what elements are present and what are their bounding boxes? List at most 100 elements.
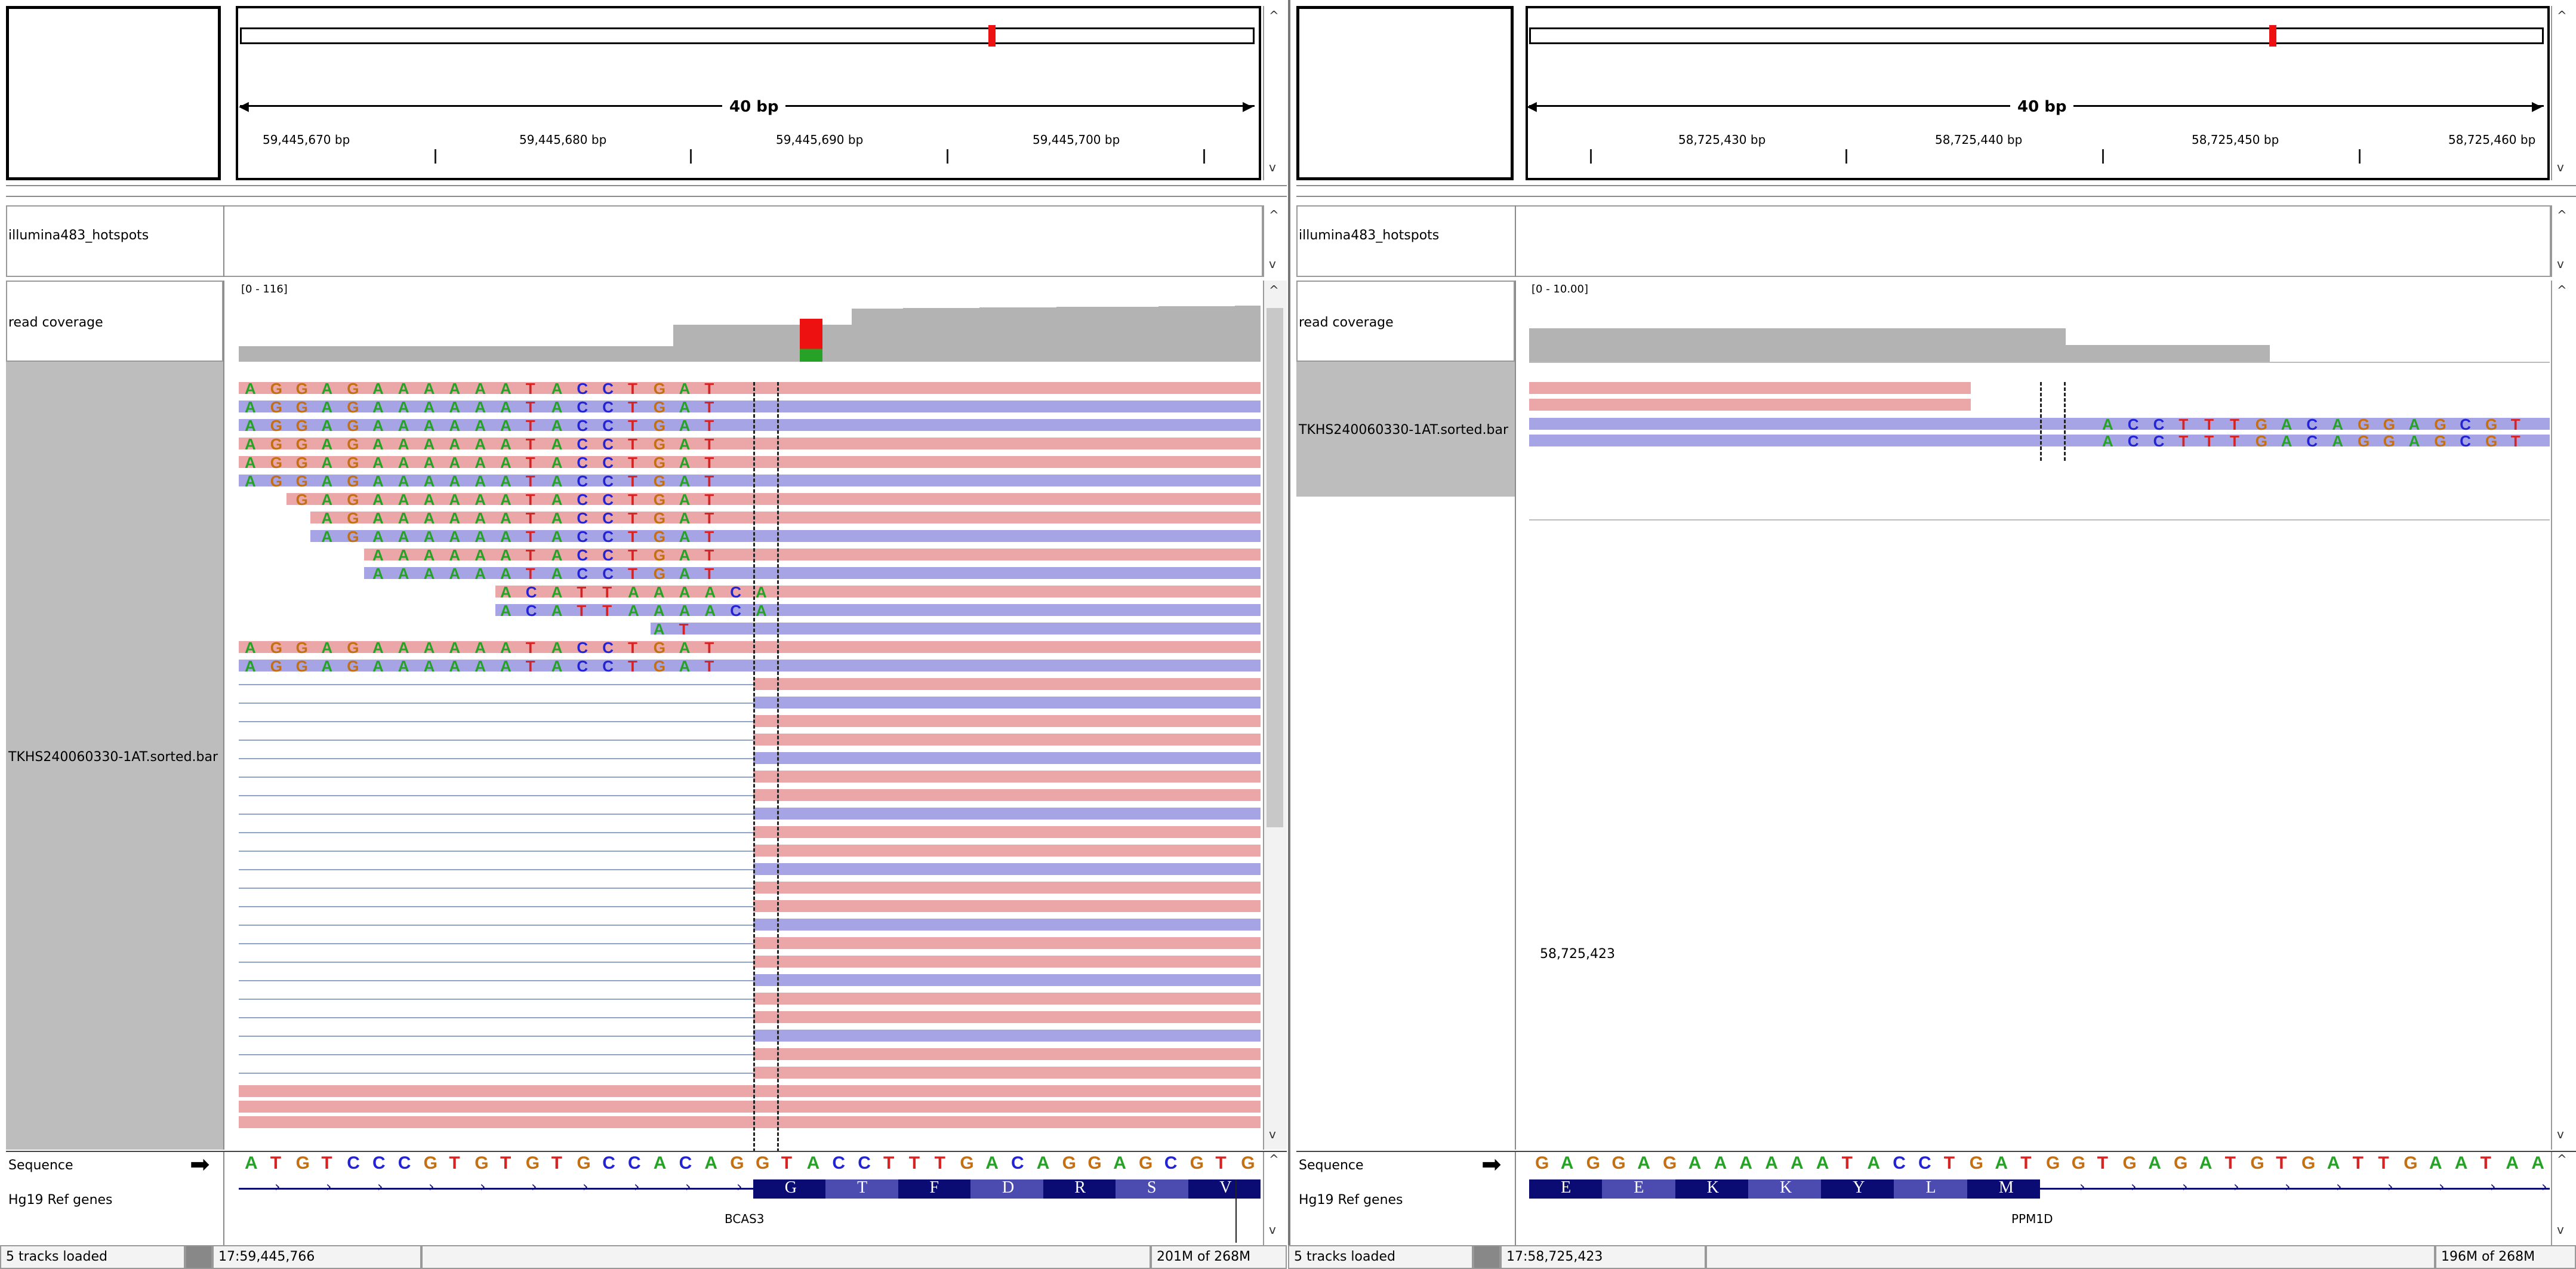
aligned-read[interactable] xyxy=(753,956,1261,968)
coverage-bar[interactable] xyxy=(469,346,495,362)
right-coverage-label[interactable]: read coverage xyxy=(1299,315,1394,330)
coverage-bar[interactable] xyxy=(1030,307,1058,362)
aligned-read[interactable] xyxy=(753,808,1261,820)
right-alignment-scrollbar[interactable]: ^ v xyxy=(2551,281,2575,1150)
aligned-read[interactable] xyxy=(753,789,1261,801)
coverage-bar[interactable] xyxy=(1005,307,1032,362)
aligned-read[interactable] xyxy=(753,1048,1261,1060)
aligned-read[interactable] xyxy=(753,882,1261,894)
sequence-arrow-icon[interactable]: ➡ xyxy=(190,1151,210,1178)
right-ruler-scrollbar[interactable]: ^ v xyxy=(2551,6,2575,180)
right-bam-label[interactable]: TKHS240060330-1AT.sorted.bar xyxy=(1299,423,1509,438)
coverage-bar[interactable] xyxy=(2142,345,2169,362)
coverage-bar[interactable] xyxy=(417,346,445,362)
coverage-bar[interactable] xyxy=(239,346,266,362)
coverage-bar[interactable] xyxy=(1158,306,1185,362)
coverage-bar[interactable] xyxy=(775,325,802,362)
coverage-bar[interactable] xyxy=(2168,345,2195,362)
coverage-bar[interactable] xyxy=(494,346,521,362)
aligned-read[interactable] xyxy=(753,697,1261,709)
coverage-bar[interactable] xyxy=(1554,328,1582,362)
aligned-read[interactable] xyxy=(1529,399,1971,411)
right-gene-name[interactable]: PPM1D xyxy=(2011,1212,2053,1226)
coverage-bar[interactable] xyxy=(826,325,853,362)
aligned-read[interactable] xyxy=(753,1030,1261,1042)
coverage-bar[interactable] xyxy=(1785,328,1811,362)
variant-allele-bar[interactable] xyxy=(799,319,822,362)
coverage-bar[interactable] xyxy=(1733,328,1761,362)
coverage-bar[interactable] xyxy=(979,307,1006,362)
left-alignment-scrollbar[interactable]: ^ v xyxy=(1263,281,1287,1150)
aligned-read[interactable] xyxy=(753,1011,1261,1023)
coverage-bar[interactable] xyxy=(2040,328,2067,362)
coverage-bar[interactable] xyxy=(647,346,674,362)
coverage-bar[interactable] xyxy=(1937,328,1965,362)
coverage-bar[interactable] xyxy=(571,346,598,362)
aligned-read[interactable] xyxy=(753,734,1261,746)
coverage-bar[interactable] xyxy=(724,325,751,362)
coverage-bar[interactable] xyxy=(392,346,419,362)
aligned-read[interactable] xyxy=(753,752,1261,764)
coverage-bar[interactable] xyxy=(2244,345,2272,362)
aligned-read[interactable] xyxy=(239,1101,1261,1113)
coverage-bar[interactable] xyxy=(1835,328,1863,362)
coverage-bar[interactable] xyxy=(2091,345,2118,362)
coverage-bar[interactable] xyxy=(2116,345,2144,362)
aligned-read[interactable] xyxy=(753,974,1261,986)
coverage-bar[interactable] xyxy=(1708,328,1735,362)
aligned-read[interactable] xyxy=(239,1116,1261,1128)
coverage-bar[interactable] xyxy=(1631,328,1658,362)
coverage-bar[interactable] xyxy=(545,346,572,362)
coverage-bar[interactable] xyxy=(366,346,393,362)
coverage-bar[interactable] xyxy=(1657,328,1684,362)
coverage-bar[interactable] xyxy=(1580,328,1607,362)
aligned-read[interactable] xyxy=(753,771,1261,783)
scroll-thumb[interactable] xyxy=(1267,308,1283,827)
coverage-bar[interactable] xyxy=(264,346,291,362)
coverage-bar[interactable] xyxy=(289,346,317,362)
coverage-bar[interactable] xyxy=(443,346,470,362)
aligned-read[interactable] xyxy=(753,1067,1261,1079)
aligned-read[interactable] xyxy=(753,826,1261,838)
coverage-bar[interactable] xyxy=(1133,306,1160,362)
aligned-read[interactable] xyxy=(753,919,1261,931)
coverage-bar[interactable] xyxy=(928,307,956,362)
coverage-bar[interactable] xyxy=(902,308,930,362)
coverage-bar[interactable] xyxy=(2193,345,2220,362)
coverage-bar[interactable] xyxy=(1235,306,1262,362)
left-bam-name-cell[interactable] xyxy=(6,362,223,1150)
sequence-arrow-icon[interactable]: ➡ xyxy=(1481,1151,1502,1178)
coverage-bar[interactable] xyxy=(1759,328,1786,362)
coverage-bar[interactable] xyxy=(1682,328,1709,362)
coverage-bar[interactable] xyxy=(341,346,368,362)
aligned-read[interactable] xyxy=(753,678,1261,690)
coverage-bar[interactable] xyxy=(1989,328,2016,362)
left-hotspots-scrollbar[interactable]: ^ v xyxy=(1263,205,1287,277)
coverage-bar[interactable] xyxy=(698,325,726,362)
coverage-bar[interactable] xyxy=(750,325,777,362)
aligned-read[interactable] xyxy=(753,993,1261,1005)
aligned-read[interactable] xyxy=(1529,382,1971,394)
coverage-bar[interactable] xyxy=(1810,328,1837,362)
coverage-bar[interactable] xyxy=(1529,328,1556,362)
coverage-bar[interactable] xyxy=(673,325,700,362)
coverage-bar[interactable] xyxy=(519,346,547,362)
coverage-bar[interactable] xyxy=(2065,345,2093,362)
left-coverage-label[interactable]: read coverage xyxy=(8,315,103,330)
left-gene-name[interactable]: BCAS3 xyxy=(725,1212,765,1226)
coverage-bar[interactable] xyxy=(622,346,649,362)
coverage-bar[interactable] xyxy=(877,308,904,362)
aligned-read[interactable] xyxy=(239,1085,1261,1097)
right-sequence-scrollbar[interactable]: ^ v xyxy=(2551,1152,2575,1245)
right-bam-name-cell[interactable] xyxy=(1296,362,1515,497)
